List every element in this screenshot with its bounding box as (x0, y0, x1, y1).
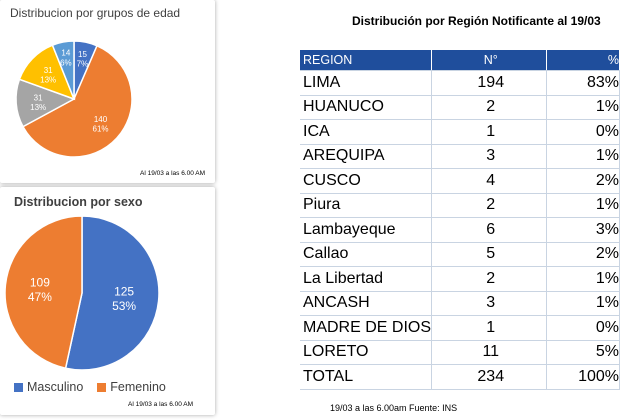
pie-slice (21, 44, 133, 158)
percent-cell: 100% (546, 364, 620, 390)
pie-slice (51, 40, 75, 100)
count-cell: 3 (431, 144, 548, 169)
percent-cell: 83% (546, 70, 620, 96)
pie-label-percent: 6% (60, 58, 72, 67)
pie-label-value: 31 (34, 93, 43, 102)
legend-item-masculino: Masculino (14, 380, 83, 394)
region-cell: HUANUCO (300, 95, 433, 120)
percent-cell: 3% (546, 217, 620, 243)
table-title: Distribución por Región Notificante al 1… (352, 14, 601, 28)
table-row: CUSCO 4 2% (300, 168, 620, 194)
percent-cell: 1% (546, 144, 620, 169)
header-count: N° (431, 50, 548, 71)
percent-cell: 0% (546, 315, 620, 341)
count-cell: 1 (431, 119, 548, 145)
pie-data-label: 109 47% (28, 276, 52, 304)
region-cell: ANCASH (300, 291, 433, 316)
table-row: LIMA 194 83% (300, 70, 620, 96)
count-cell: 11 (431, 340, 548, 365)
region-cell: Lambayeque (300, 217, 433, 243)
percent-cell: 5% (546, 340, 620, 365)
pie-data-label: 14 6% (60, 49, 72, 68)
count-cell: 1 (431, 315, 548, 341)
percent-cell: 2% (546, 242, 620, 267)
table-row: Piura 2 1% (300, 193, 620, 218)
region-cell: MADRE DE DIOS (300, 315, 433, 341)
pie-label-value: 140 (94, 115, 108, 124)
table-row: Callao 5 2% (300, 242, 620, 267)
pie-data-label: 15 7% (77, 50, 89, 69)
header-percent: % (546, 50, 620, 71)
percent-cell: 2% (546, 168, 620, 194)
table-row: MADRE DE DIOS 1 0% (300, 315, 620, 341)
table-header-row: REGION N° % (300, 50, 620, 71)
pie-label-value: 125 (114, 285, 134, 299)
table-row: TOTAL 234 100% (300, 364, 620, 390)
region-cell: Piura (300, 193, 433, 218)
pie-label-value: 109 (30, 276, 50, 290)
pie-label-percent: 61% (93, 125, 109, 134)
age-distribution-panel: Distribucion por grupos de edad 15 7% 140 6… (0, 0, 215, 183)
pie-label-value: 15 (78, 50, 87, 59)
region-cell: ICA (300, 119, 433, 145)
table-row: HUANUCO 2 1% (300, 95, 620, 120)
pie-slice (64, 215, 160, 371)
sex-pie-chart: 125 53% 109 47% (4, 215, 160, 371)
pie-label-percent: 13% (30, 103, 46, 112)
count-cell: 194 (431, 70, 548, 96)
sex-chart-title: Distribucion por sexo (14, 195, 143, 209)
region-cell: LIMA (300, 70, 433, 96)
percent-cell: 1% (546, 266, 620, 292)
pie-label-value: 31 (44, 66, 53, 75)
sex-distribution-panel: Distribucion por sexo 125 53% 109 47% Mascu… (0, 187, 215, 415)
region-cell: LORETO (300, 340, 433, 365)
count-cell: 234 (431, 364, 548, 390)
pie-label-percent: 47% (28, 290, 52, 304)
legend-label-femenino: Femenino (110, 380, 166, 394)
age-pie-chart: 15 7%140 61%31 13%31 13%14 6% (15, 40, 133, 158)
percent-cell: 1% (546, 291, 620, 316)
header-region: REGION (300, 50, 433, 71)
count-cell: 2 (431, 193, 548, 218)
table-row: Lambayeque 6 3% (300, 217, 620, 243)
region-cell: AREQUIPA (300, 144, 433, 169)
age-chart-title: Distribucion por grupos de edad (10, 6, 181, 20)
percent-cell: 1% (546, 95, 620, 120)
legend-item-femenino: Femenino (97, 380, 166, 394)
pie-data-label: 125 53% (112, 285, 136, 313)
percent-cell: 1% (546, 193, 620, 218)
region-cell: TOTAL (300, 364, 433, 390)
pie-slice (4, 215, 83, 370)
count-cell: 2 (431, 266, 548, 292)
pie-data-label: 140 61% (93, 115, 109, 134)
legend-label-masculino: Masculino (27, 380, 84, 394)
legend-swatch-masculino (14, 382, 23, 392)
pie-label-value: 14 (61, 49, 70, 58)
pie-data-label: 31 13% (30, 93, 46, 112)
sex-chart-note: Al 19/03 a las 6.00 AM (128, 401, 194, 408)
region-cell: La Libertad (300, 266, 433, 292)
percent-cell: 0% (546, 119, 620, 145)
pie-label-percent: 53% (112, 299, 136, 313)
count-cell: 3 (431, 291, 548, 316)
table-row: ANCASH 3 1% (300, 291, 620, 316)
region-cell: CUSCO (300, 168, 433, 194)
count-cell: 6 (431, 217, 548, 243)
table-row: AREQUIPA 3 1% (300, 144, 620, 169)
age-chart-note: Al 19/03 a las 6.00 AM (140, 170, 206, 177)
legend-swatch-femenino (97, 382, 107, 392)
pie-label-percent: 7% (77, 60, 89, 69)
count-cell: 5 (431, 242, 548, 267)
table-row: ICA 1 0% (300, 119, 620, 145)
table-row: LORETO 11 5% (300, 340, 620, 365)
count-cell: 4 (431, 168, 548, 194)
region-cell: Callao (300, 242, 433, 267)
sex-legend: Masculino Femenino (14, 380, 166, 394)
source-note: 19/03 a las 6.00am Fuente: INS (330, 403, 458, 413)
table-row: La Libertad 2 1% (300, 266, 620, 292)
pie-data-label: 31 13% (40, 66, 56, 85)
region-table: REGION N° % LIMA 194 83% HUANUCO 2 1% ICA 1 0% AR… (300, 50, 620, 390)
pie-label-percent: 13% (40, 75, 56, 84)
count-cell: 2 (431, 95, 548, 120)
